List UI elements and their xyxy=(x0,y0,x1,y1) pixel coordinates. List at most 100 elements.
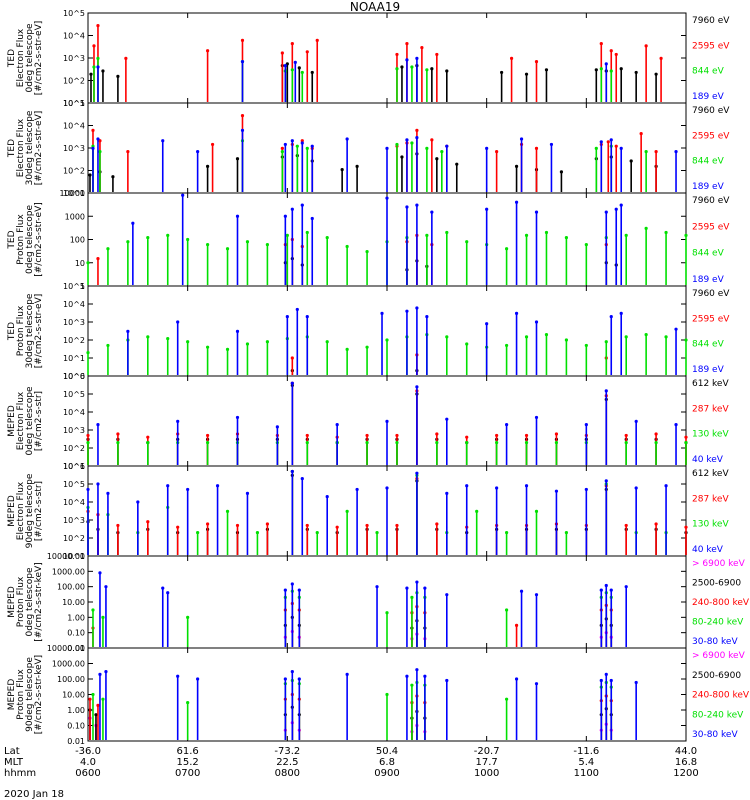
data-point xyxy=(415,128,419,133)
y-axis-label-line: Proton Flux xyxy=(16,214,26,265)
data-point xyxy=(235,329,240,334)
data-point xyxy=(445,417,449,421)
y-tick-label: 0.01 xyxy=(67,737,85,746)
data-point xyxy=(425,146,429,151)
data-point xyxy=(445,491,449,496)
y-tick-label: 10.00 xyxy=(62,691,85,700)
data-point xyxy=(395,142,399,147)
y-tick-label: 10^1 xyxy=(63,99,85,108)
y-tick-label: 10^1 xyxy=(63,462,85,471)
y-axis-label-line: Proton Flux xyxy=(16,669,26,720)
series-189 eV xyxy=(96,56,608,102)
data-point xyxy=(594,68,598,72)
data-point xyxy=(305,433,309,438)
data-point xyxy=(435,52,439,57)
data-point xyxy=(91,692,95,697)
data-point xyxy=(96,65,100,69)
data-point xyxy=(604,672,608,676)
data-point xyxy=(445,230,449,235)
data-point xyxy=(609,49,613,53)
data-point xyxy=(524,484,529,488)
data-point xyxy=(644,149,648,154)
data-point xyxy=(400,65,404,69)
data-point xyxy=(465,484,469,488)
data-point xyxy=(485,146,489,151)
data-point xyxy=(644,44,648,48)
data-point xyxy=(410,65,414,69)
y-tick-label: 10^1 xyxy=(63,552,85,561)
data-point xyxy=(410,141,414,145)
legend-entry: 844 eV xyxy=(692,249,725,259)
series-844 eV xyxy=(91,139,648,192)
data-point xyxy=(604,62,608,66)
data-point xyxy=(435,157,439,161)
data-point xyxy=(425,233,429,238)
y-tick-label: 10^6 xyxy=(63,462,85,471)
legend-entry: 7960 eV xyxy=(692,106,730,116)
data-point xyxy=(544,68,549,72)
data-point xyxy=(265,243,269,247)
y-axis-label-line: Proton Flux xyxy=(16,576,26,627)
data-point xyxy=(395,523,399,528)
data-point xyxy=(505,343,509,348)
data-point xyxy=(654,522,658,526)
y-axis-label-line: TED xyxy=(7,322,17,341)
data-point xyxy=(235,214,240,218)
data-point xyxy=(415,306,419,310)
y-tick-label: 10^6 xyxy=(63,372,85,381)
legend-entry: > 6900 keV xyxy=(692,559,746,569)
data-point xyxy=(395,433,399,438)
data-point xyxy=(340,167,344,172)
data-point xyxy=(186,487,190,492)
footer-lat: -20.7 xyxy=(474,746,500,757)
data-point xyxy=(405,309,409,313)
data-point xyxy=(654,440,658,445)
data-point xyxy=(186,237,190,242)
data-point xyxy=(305,230,309,235)
footer-mlt: 15.2 xyxy=(177,757,199,768)
data-point xyxy=(606,140,610,144)
data-point xyxy=(136,500,140,504)
footer-mlt: 17.7 xyxy=(476,757,498,768)
data-point xyxy=(305,146,309,151)
data-point xyxy=(91,146,95,151)
legend-entry: 7960 eV xyxy=(692,289,730,299)
data-point xyxy=(465,342,469,346)
data-point xyxy=(495,149,499,154)
data-point xyxy=(96,56,100,61)
series-80-240 keV xyxy=(91,678,613,740)
data-point xyxy=(265,522,269,526)
y-axis-label-line: 0deg telescope xyxy=(25,567,35,637)
series-30-80 keV xyxy=(98,668,638,740)
data-point xyxy=(283,677,287,681)
data-point xyxy=(345,244,349,249)
data-point xyxy=(410,595,414,599)
data-point xyxy=(624,523,628,528)
data-point xyxy=(225,347,230,352)
data-point xyxy=(505,697,509,701)
series-189 eV xyxy=(91,128,678,192)
data-point xyxy=(654,149,658,154)
data-point xyxy=(599,678,603,683)
legend-entry: 844 eV xyxy=(692,157,725,167)
data-point xyxy=(554,432,559,436)
data-point xyxy=(634,486,638,490)
y-axis-label-line: TED xyxy=(7,49,17,68)
data-point xyxy=(206,433,210,438)
data-point xyxy=(445,678,449,683)
data-point xyxy=(297,66,301,70)
footer-mlt: 16.8 xyxy=(675,757,697,768)
data-point xyxy=(609,138,613,142)
data-point xyxy=(475,509,479,514)
footer-mlt: 4.0 xyxy=(80,757,96,768)
data-point xyxy=(235,157,240,161)
data-point xyxy=(534,593,539,597)
data-point xyxy=(440,149,444,154)
data-point xyxy=(415,471,419,475)
y-tick-label: 10^3 xyxy=(63,54,85,63)
data-point xyxy=(210,142,215,147)
data-point xyxy=(310,70,314,75)
legend-entry: 2500-6900 xyxy=(692,671,741,681)
y-tick-label: 10^4 xyxy=(63,32,85,41)
